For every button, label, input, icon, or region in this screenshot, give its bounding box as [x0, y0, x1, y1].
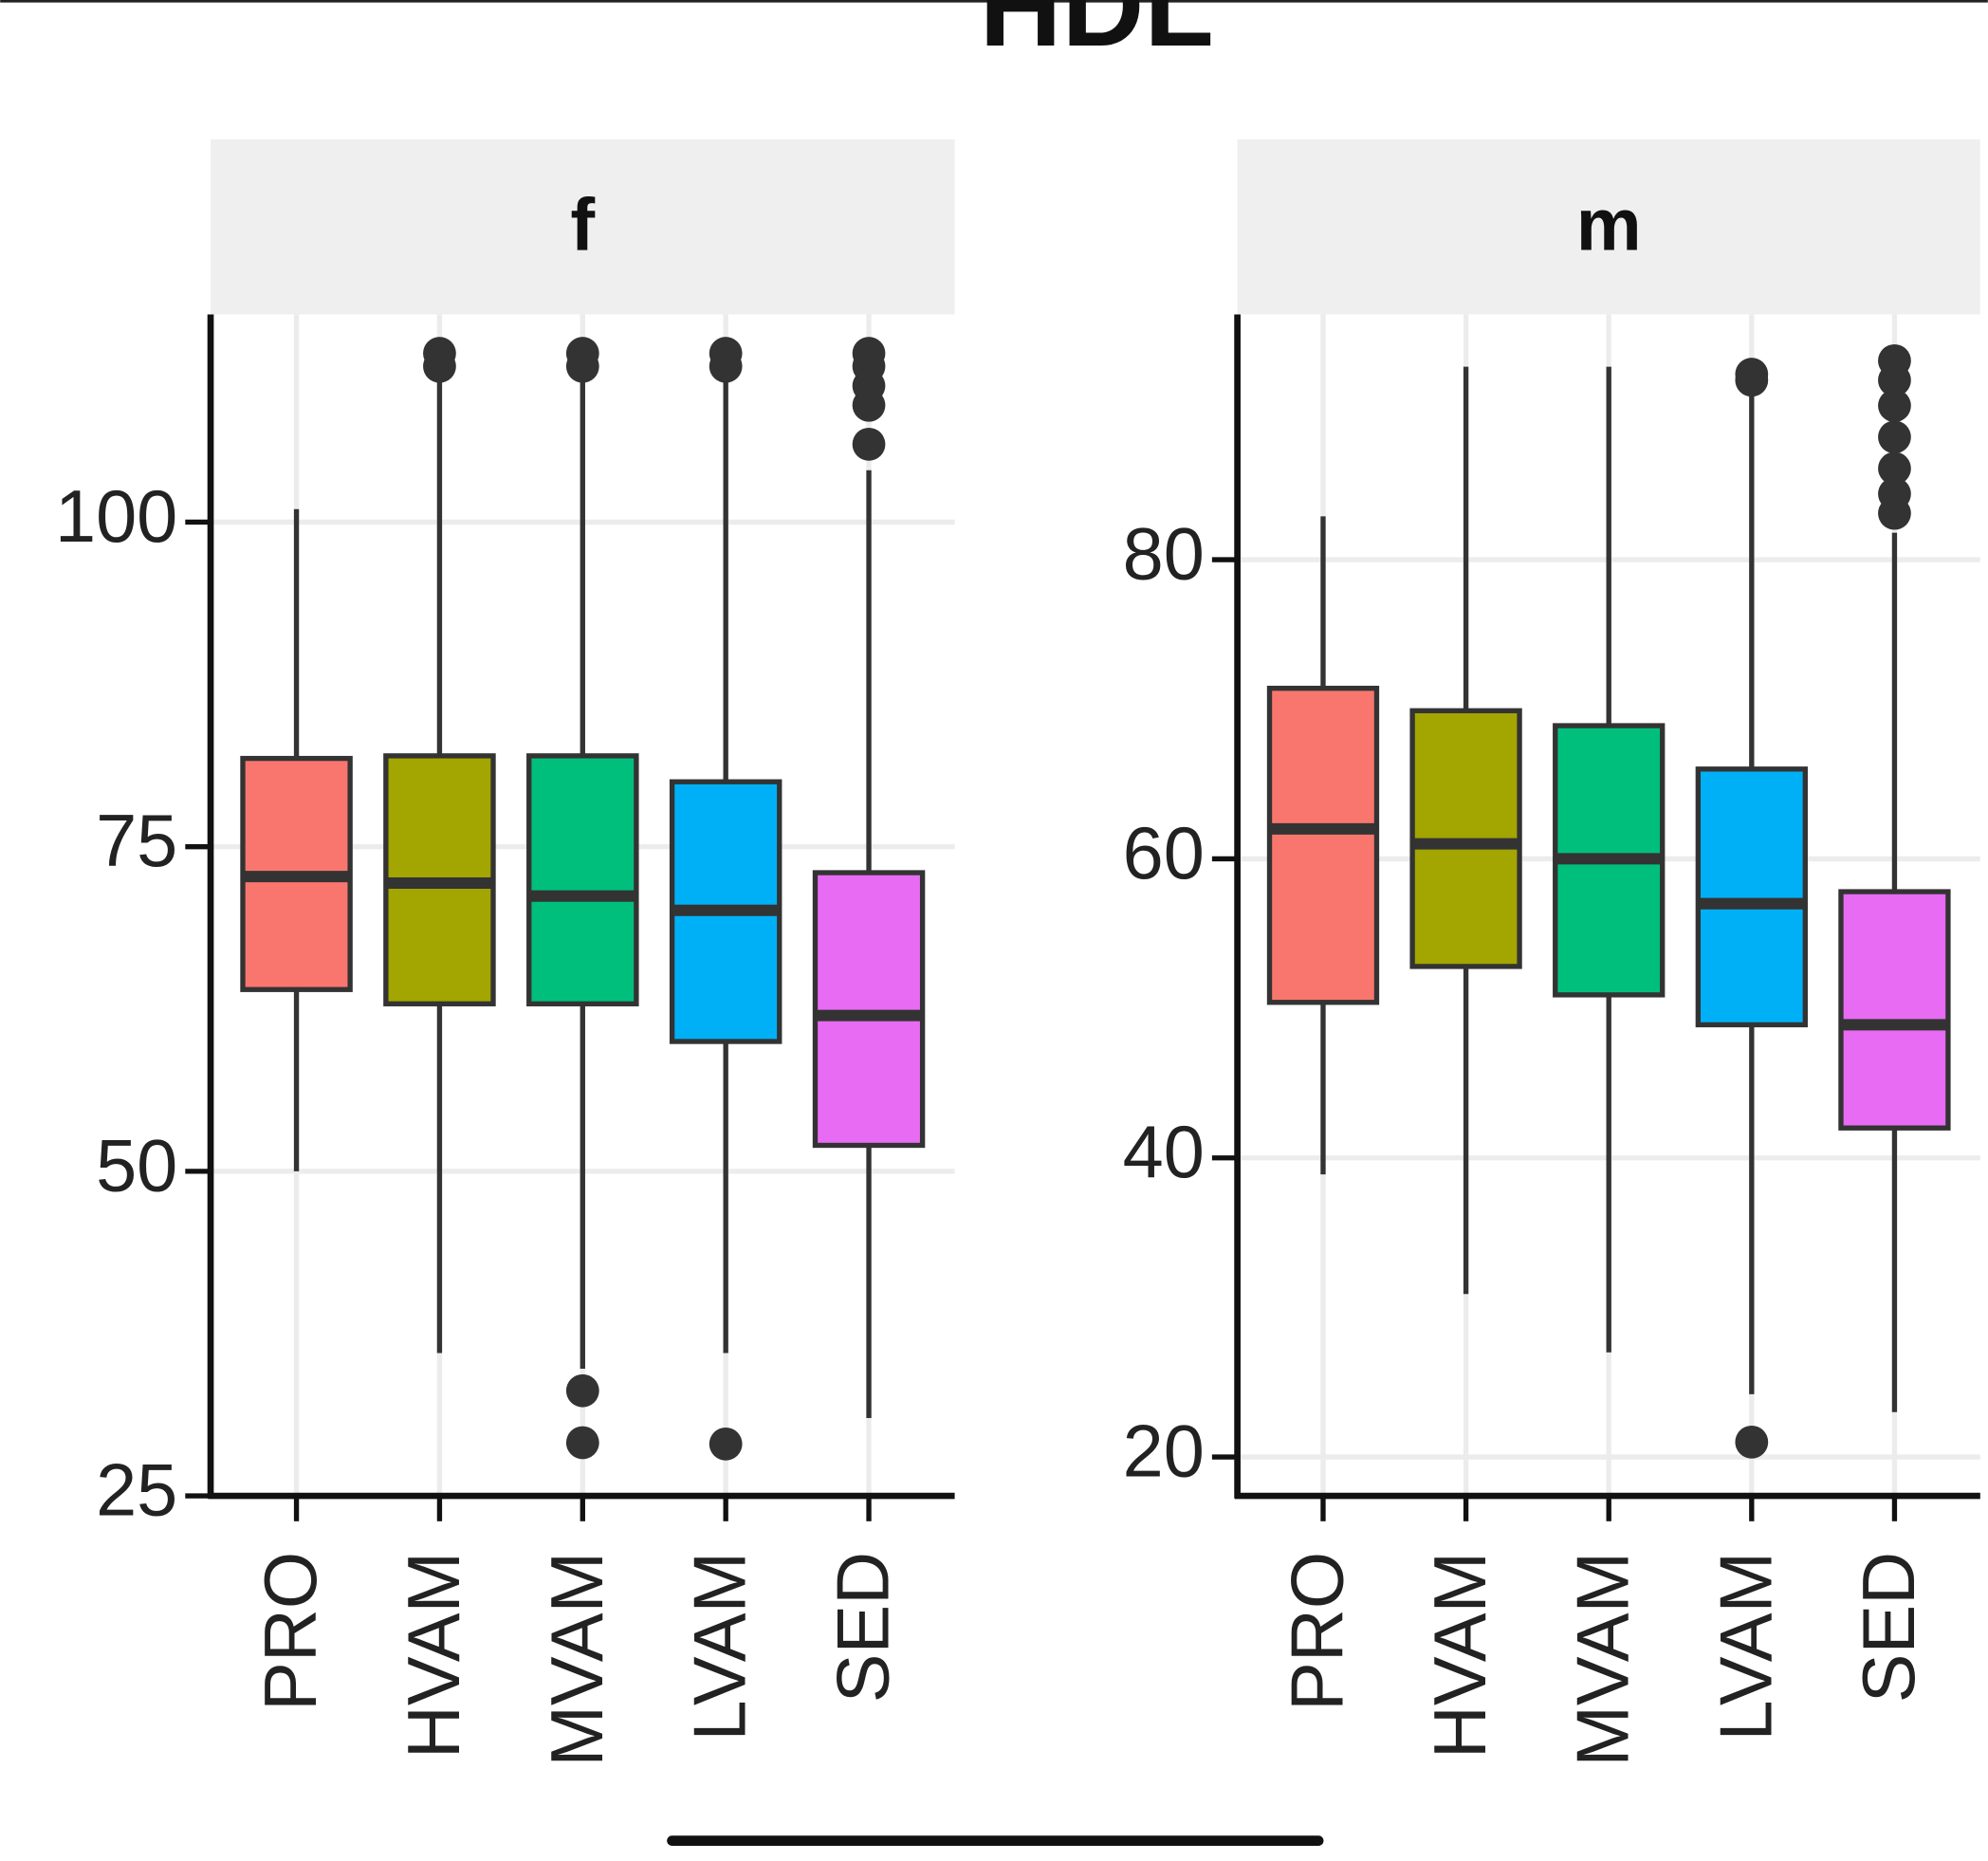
- x-tick-label: PRO: [250, 1552, 332, 1711]
- x-tick-label: MVAM: [537, 1552, 618, 1767]
- box: [812, 870, 926, 1149]
- box: [1266, 685, 1380, 1005]
- outlier: [1878, 343, 1911, 378]
- y-tick-label: 80: [1123, 514, 1205, 596]
- outlier: [1878, 420, 1911, 454]
- box: [1695, 766, 1808, 1028]
- outlier: [1878, 477, 1911, 511]
- outlier: [709, 1427, 743, 1461]
- y-tick-label: 75: [96, 801, 177, 882]
- outlier: [565, 1426, 599, 1460]
- outlier: [852, 427, 886, 461]
- x-tick-label: HVAM: [394, 1552, 475, 1759]
- box: [526, 753, 639, 1006]
- x-tick-label: SED: [823, 1552, 905, 1703]
- outlier: [1878, 451, 1911, 486]
- outlier: [1735, 358, 1769, 391]
- x-tick-label: LVAM: [1705, 1552, 1787, 1741]
- x-tick-label: PRO: [1277, 1552, 1358, 1711]
- outlier: [423, 337, 456, 370]
- outlier: [1735, 1425, 1769, 1459]
- y-tick-label: 20: [1123, 1411, 1205, 1493]
- chart-title: HDL: [980, 0, 1214, 70]
- x-tick-label: MVAM: [1563, 1552, 1645, 1767]
- outlier: [852, 337, 886, 370]
- outlier: [565, 337, 599, 370]
- outlier: [565, 1373, 599, 1408]
- facet-label: m: [1576, 185, 1642, 267]
- box: [1838, 889, 1951, 1131]
- x-tick-label: SED: [1849, 1552, 1930, 1703]
- y-tick-label: 40: [1123, 1112, 1205, 1193]
- outlier: [709, 337, 743, 370]
- x-tick-label: HVAM: [1420, 1552, 1501, 1759]
- y-tick-label: 60: [1123, 813, 1205, 894]
- facet-strip: [1237, 139, 1980, 315]
- facet-strip: [211, 139, 955, 315]
- x-tick-label: LVAM: [680, 1552, 762, 1741]
- y-tick-label: 50: [96, 1125, 177, 1207]
- facet-label: f: [570, 185, 595, 267]
- outlier: [1878, 389, 1911, 423]
- y-tick-label: 100: [55, 476, 177, 558]
- y-tick-label: 25: [96, 1450, 177, 1532]
